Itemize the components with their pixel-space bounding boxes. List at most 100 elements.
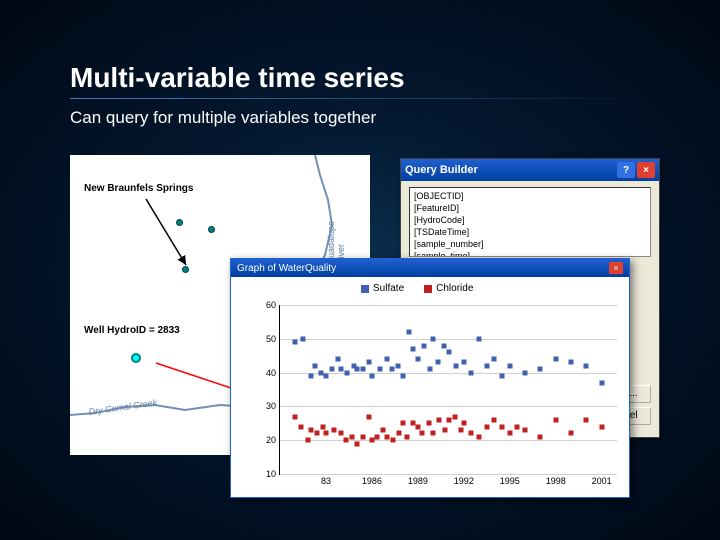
data-point [437, 417, 442, 422]
data-point [323, 373, 328, 378]
y-tick-label: 50 [266, 334, 280, 344]
data-point [400, 373, 405, 378]
data-point [305, 438, 310, 443]
close-button[interactable]: × [637, 162, 655, 178]
y-tick-label: 10 [266, 469, 280, 479]
data-point [380, 428, 385, 433]
chart-body: SulfateChloride 102030405060831986198919… [231, 277, 629, 499]
data-point [484, 363, 489, 368]
legend-swatch [361, 285, 369, 293]
data-point [293, 340, 298, 345]
data-point [345, 370, 350, 375]
field-item[interactable]: [FeatureID] [414, 202, 646, 214]
data-point [538, 434, 543, 439]
data-point [461, 421, 466, 426]
data-point [538, 367, 543, 372]
data-point [339, 367, 344, 372]
data-point [452, 414, 457, 419]
data-point [397, 431, 402, 436]
data-point [515, 424, 520, 429]
help-button[interactable]: ? [617, 162, 635, 178]
data-point [599, 380, 604, 385]
data-point [331, 428, 336, 433]
data-point [484, 424, 489, 429]
data-point [553, 357, 558, 362]
data-point [400, 421, 405, 426]
fields-listbox[interactable]: [OBJECTID][FeatureID][HydroCode][TSDateT… [409, 187, 651, 257]
data-point [336, 357, 341, 362]
y-tick-label: 30 [266, 401, 280, 411]
data-point [461, 360, 466, 365]
slide-title: Multi-variable time series [70, 62, 405, 94]
query-builder-title: Query Builder [405, 164, 615, 176]
field-item[interactable]: [HydroCode] [414, 214, 646, 226]
data-point [443, 428, 448, 433]
y-tick-label: 20 [266, 435, 280, 445]
data-point [405, 434, 410, 439]
x-tick-label: 1998 [546, 474, 566, 486]
data-point [354, 367, 359, 372]
data-point [523, 370, 528, 375]
map-point[interactable] [208, 226, 215, 233]
map-point[interactable] [176, 219, 183, 226]
y-tick-label: 40 [266, 368, 280, 378]
data-point [435, 360, 440, 365]
data-point [406, 330, 411, 335]
y-tick-label: 60 [266, 300, 280, 310]
data-point [492, 417, 497, 422]
data-point [584, 363, 589, 368]
data-point [366, 360, 371, 365]
field-item[interactable]: [sample_time] [414, 250, 646, 257]
x-tick-label: 83 [321, 474, 331, 486]
data-point [441, 343, 446, 348]
data-point [599, 424, 604, 429]
map-label-well: Well HydroID = 2833 [82, 325, 182, 336]
data-point [339, 431, 344, 436]
field-item[interactable]: [sample_number] [414, 238, 646, 250]
x-tick-label: 1992 [454, 474, 474, 486]
data-point [446, 417, 451, 422]
data-point [420, 431, 425, 436]
field-item[interactable]: [TSDateTime] [414, 226, 646, 238]
chart-legend: SulfateChloride [361, 283, 473, 294]
data-point [553, 417, 558, 422]
data-point [523, 428, 528, 433]
x-tick-label: 2001 [592, 474, 612, 486]
data-point [323, 431, 328, 436]
data-point [492, 357, 497, 362]
map-point[interactable] [131, 353, 141, 363]
data-point [313, 363, 318, 368]
data-point [477, 336, 482, 341]
data-point [477, 434, 482, 439]
data-point [584, 417, 589, 422]
data-point [469, 370, 474, 375]
data-point [431, 431, 436, 436]
data-point [507, 363, 512, 368]
map-point[interactable] [182, 266, 189, 273]
data-point [507, 431, 512, 436]
chart-titlebar[interactable]: Graph of WaterQuality × [231, 259, 629, 277]
data-point [374, 434, 379, 439]
data-point [428, 367, 433, 372]
data-point [330, 367, 335, 372]
data-point [369, 373, 374, 378]
data-point [366, 414, 371, 419]
data-point [458, 428, 463, 433]
data-point [569, 360, 574, 365]
data-point [395, 363, 400, 368]
data-point [446, 350, 451, 355]
data-point [354, 441, 359, 446]
data-point [469, 431, 474, 436]
chart-close-button[interactable]: × [609, 262, 623, 274]
data-point [500, 373, 505, 378]
data-point [293, 414, 298, 419]
x-tick-label: 1995 [500, 474, 520, 486]
x-tick-label: 1989 [408, 474, 428, 486]
data-point [415, 424, 420, 429]
query-builder-titlebar[interactable]: Query Builder ? × [401, 159, 659, 181]
legend-item: Chloride [424, 283, 473, 294]
data-point [454, 363, 459, 368]
title-underline [70, 98, 650, 99]
field-item[interactable]: [OBJECTID] [414, 190, 646, 202]
data-point [500, 424, 505, 429]
